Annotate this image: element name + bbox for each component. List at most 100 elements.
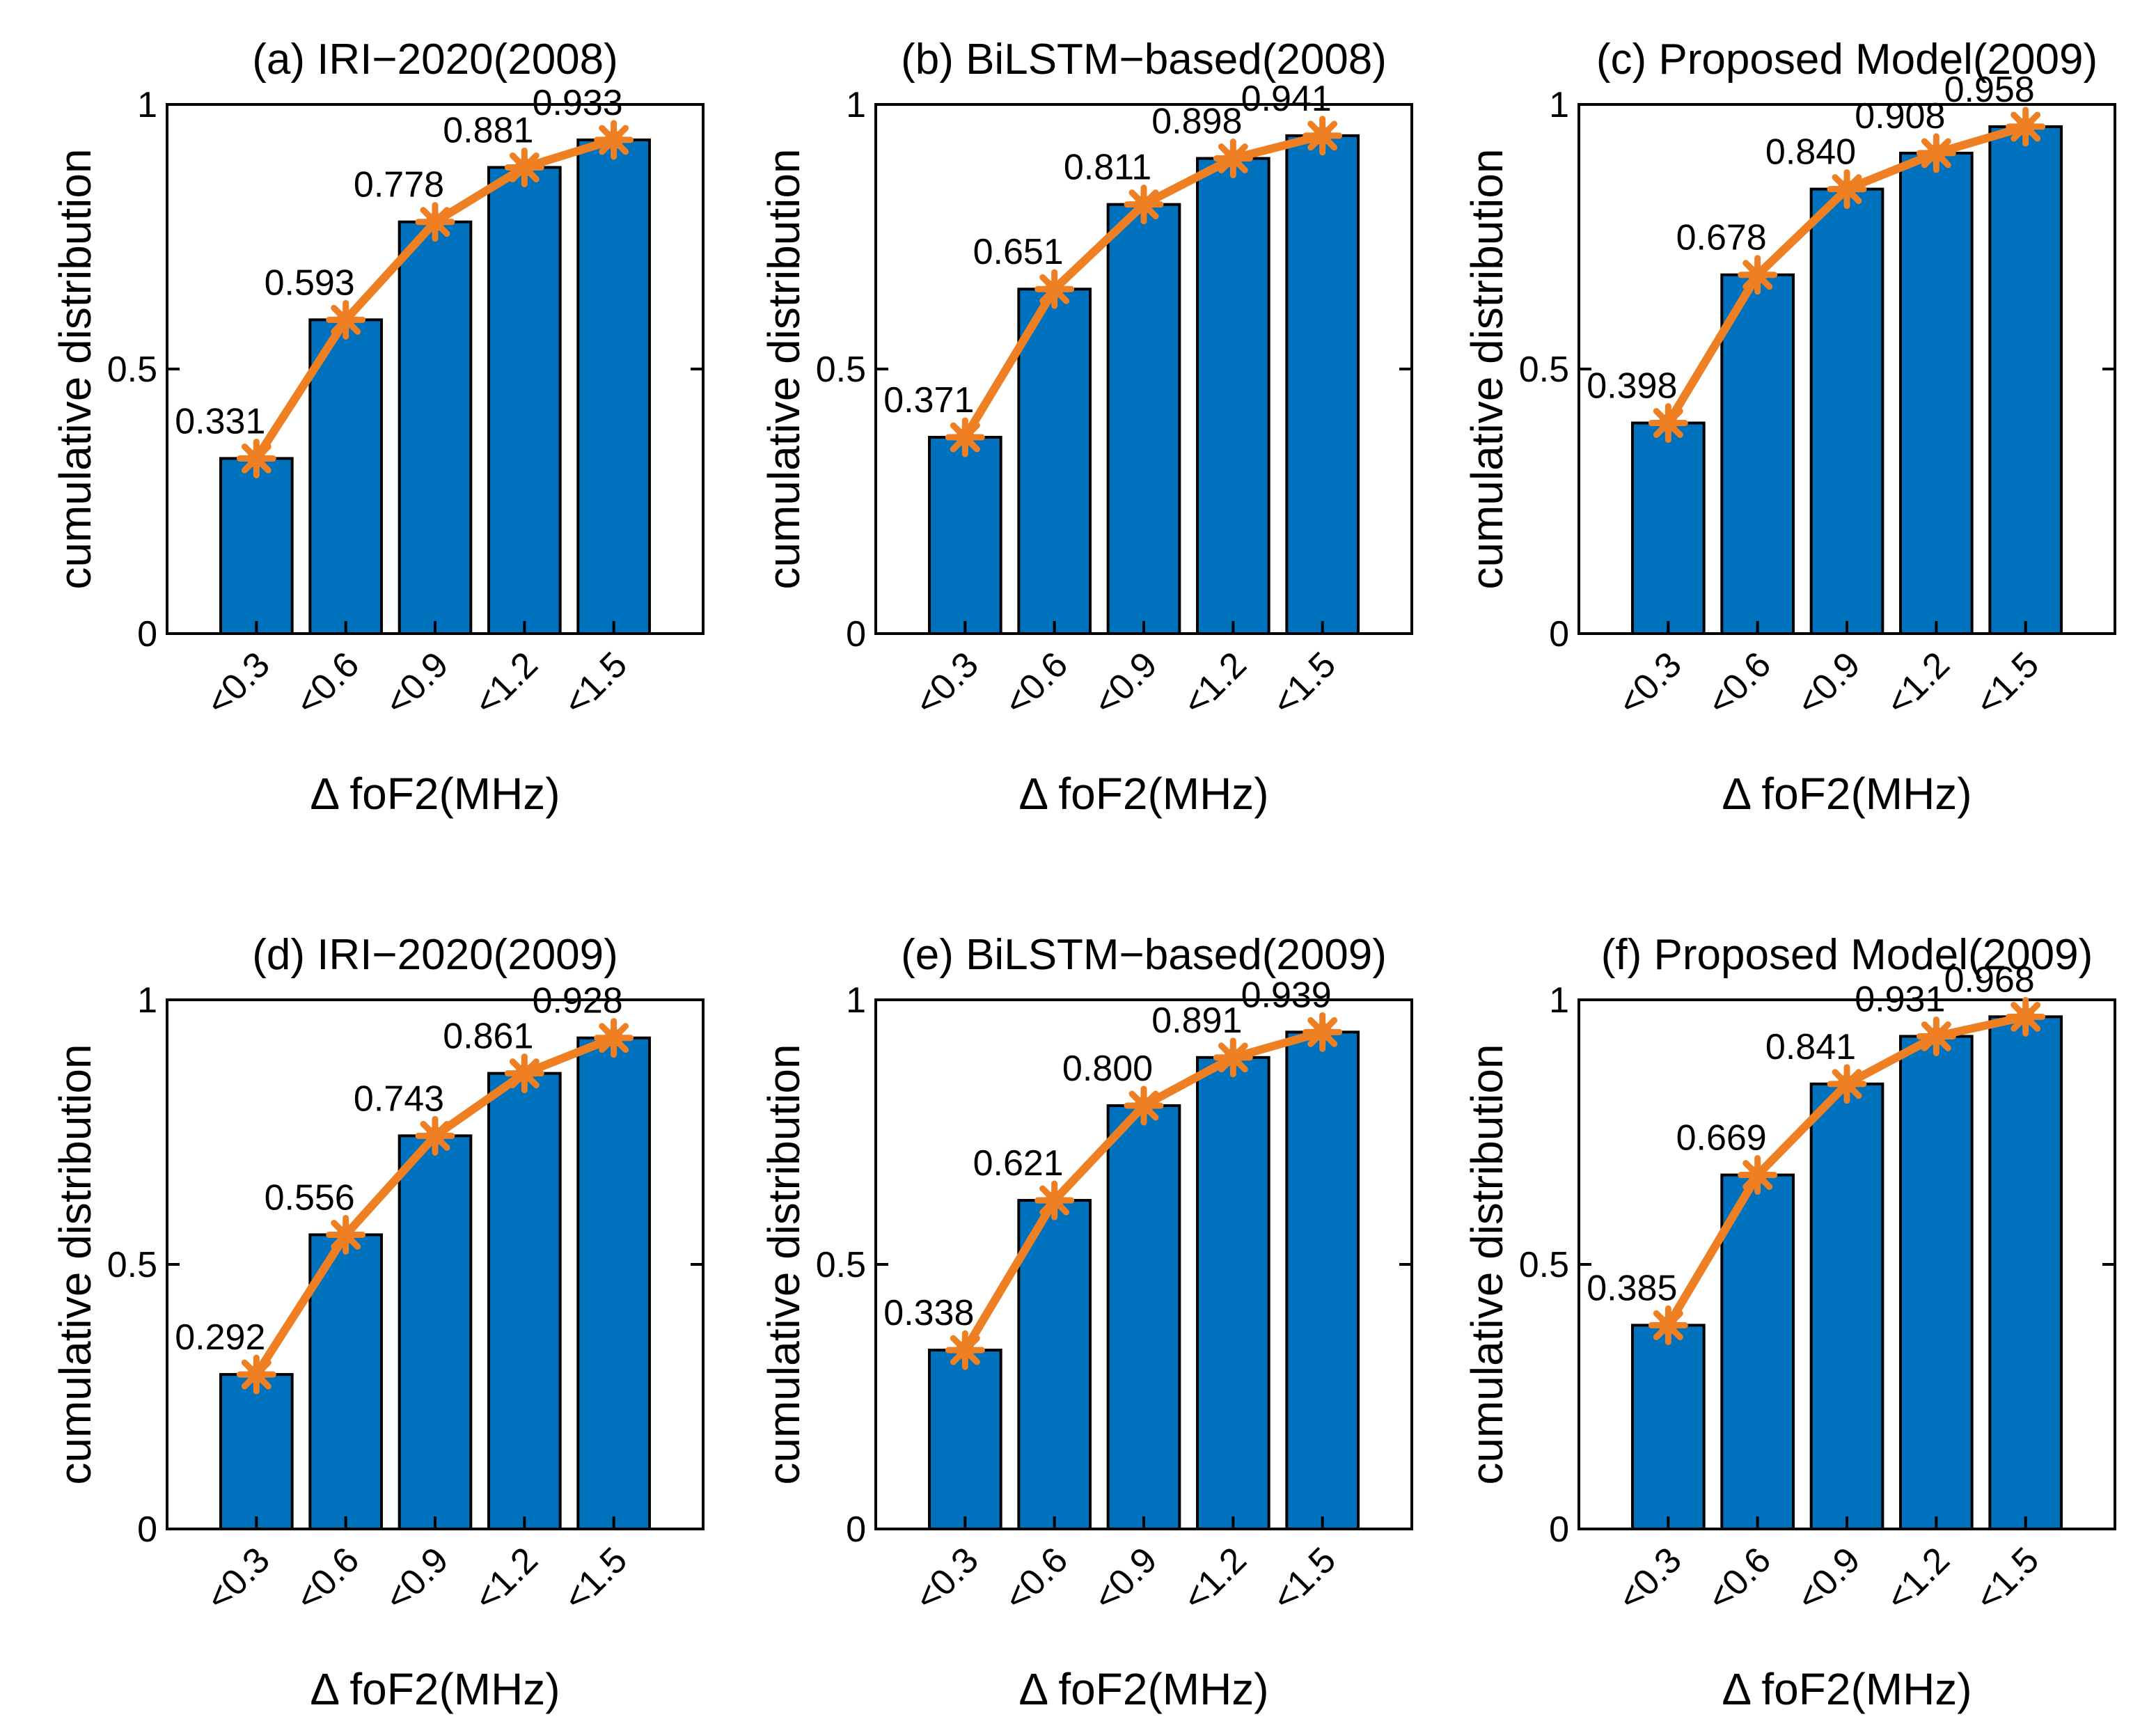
ytick-label: 0.5 [107, 1245, 157, 1285]
line-marker-0 [945, 417, 985, 457]
line-marker-3 [504, 147, 544, 187]
bar-3 [487, 1072, 562, 1530]
data-label: 0.941 [1241, 79, 1332, 119]
x-axis-label: Δ foF2(MHz) [1018, 769, 1268, 819]
bar-0 [1631, 421, 1706, 636]
bar-2 [398, 220, 473, 636]
line-marker-3 [1916, 1016, 1956, 1056]
line-marker-1 [1034, 1180, 1075, 1221]
bar-2 [398, 1134, 473, 1530]
line-marker-4 [1303, 1012, 1343, 1052]
data-label: 0.908 [1855, 96, 1945, 136]
x-axis-label: Δ foF2(MHz) [310, 1664, 560, 1714]
chart-title: (d) IRI−2020(2009) [252, 931, 618, 979]
data-label: 0.891 [1151, 1001, 1242, 1041]
y-axis-label: cumulative distribution [50, 1044, 100, 1484]
ytick-label: 0 [1549, 1509, 1569, 1550]
line-marker-4 [594, 1018, 634, 1058]
bar-4 [576, 1036, 651, 1530]
chart-title: (e) BiLSTM−based(2009) [901, 931, 1387, 979]
bar-4 [1285, 1030, 1360, 1530]
bar-1 [308, 318, 384, 635]
ytick-label: 0.5 [1519, 1245, 1569, 1285]
line-marker-0 [236, 1354, 276, 1395]
chart-title: (a) IRI−2020(2008) [252, 36, 618, 84]
x-axis-label: Δ foF2(MHz) [1722, 1664, 1972, 1714]
bar-2 [1809, 1082, 1884, 1530]
ytick-label: 1 [137, 980, 157, 1021]
ytick-label: 0 [846, 614, 866, 654]
x-axis-label: Δ foF2(MHz) [1018, 1664, 1268, 1714]
bar-0 [1631, 1324, 1706, 1531]
data-label: 0.331 [175, 401, 265, 441]
ytick-label: 0 [1549, 614, 1569, 654]
bar-2 [1106, 1104, 1181, 1530]
data-label: 0.933 [533, 83, 623, 123]
data-label: 0.371 [883, 380, 974, 421]
line-marker-4 [2006, 996, 2046, 1037]
ytick-label: 0.5 [816, 1245, 866, 1285]
ytick-label: 1 [1549, 85, 1569, 125]
ytick-label: 0.5 [816, 350, 866, 390]
data-label: 0.841 [1765, 1027, 1856, 1067]
ytick-label: 0 [846, 1509, 866, 1550]
bar-4 [1988, 125, 2063, 636]
line-marker-3 [504, 1053, 544, 1094]
line-marker-1 [326, 1214, 366, 1255]
data-label: 0.743 [354, 1078, 444, 1119]
line-marker-4 [1303, 116, 1343, 156]
ytick-label: 0 [137, 1509, 157, 1550]
chart-title: (f) Proposed Model(2009) [1601, 931, 2093, 979]
bar-1 [1720, 273, 1795, 636]
data-label: 0.669 [1676, 1118, 1767, 1159]
data-label: 0.778 [354, 165, 444, 205]
bar-1 [1017, 288, 1092, 635]
ytick-label: 0.5 [107, 350, 157, 390]
line-marker-2 [1827, 1064, 1867, 1104]
y-axis-label: cumulative distribution [1462, 1044, 1512, 1484]
line-marker-3 [1213, 139, 1253, 179]
data-label: 0.651 [973, 232, 1064, 272]
line-marker-3 [1916, 133, 1956, 173]
bar-3 [1899, 1035, 1974, 1530]
bar-0 [928, 1349, 1002, 1530]
line-marker-2 [1124, 185, 1164, 225]
ytick-label: 1 [846, 85, 866, 125]
data-label: 0.338 [883, 1293, 974, 1333]
subplot-3: 00.51<0.3 <0.6 <0.9 <1.2 <1.50.2920.5560.743… [50, 931, 705, 1714]
x-axis-label: Δ foF2(MHz) [1722, 769, 1972, 819]
data-label: 0.939 [1241, 975, 1332, 1015]
data-label: 0.958 [1944, 70, 2035, 110]
line-marker-0 [1648, 1305, 1688, 1345]
bar-1 [308, 1233, 384, 1530]
bar-3 [1899, 151, 1974, 636]
line-marker-2 [1124, 1085, 1164, 1126]
x-axis-label: Δ foF2(MHz) [310, 769, 560, 819]
data-label: 0.928 [533, 981, 623, 1021]
bar-4 [1988, 1015, 2063, 1530]
data-label: 0.840 [1765, 132, 1856, 173]
line-marker-0 [236, 438, 276, 478]
y-axis-label: cumulative distribution [759, 148, 809, 589]
ytick-label: 0.5 [1519, 350, 1569, 390]
y-axis-label: cumulative distribution [759, 1044, 809, 1484]
data-label: 0.385 [1587, 1268, 1677, 1308]
bar-0 [219, 1373, 294, 1530]
line-marker-1 [1738, 255, 1778, 295]
ytick-label: 1 [1549, 980, 1569, 1021]
ytick-label: 1 [846, 980, 866, 1021]
bar-1 [1017, 1199, 1092, 1531]
bar-3 [1196, 1056, 1270, 1530]
line-marker-1 [326, 299, 366, 340]
line-marker-2 [1827, 169, 1867, 210]
subplot-1: 00.51<0.3 <0.6 <0.9 <1.2 <1.50.3710.6510.811… [759, 36, 1413, 819]
data-label: 0.968 [1944, 959, 2035, 1000]
data-label: 0.931 [1855, 979, 1945, 1019]
bar-4 [576, 138, 651, 636]
data-label: 0.292 [175, 1317, 265, 1358]
line-marker-1 [1034, 269, 1075, 309]
bar-4 [1285, 134, 1360, 635]
bar-2 [1809, 187, 1884, 636]
subplot-4: 00.51<0.3 <0.6 <0.9 <1.2 <1.50.3380.6210.800… [759, 931, 1413, 1714]
